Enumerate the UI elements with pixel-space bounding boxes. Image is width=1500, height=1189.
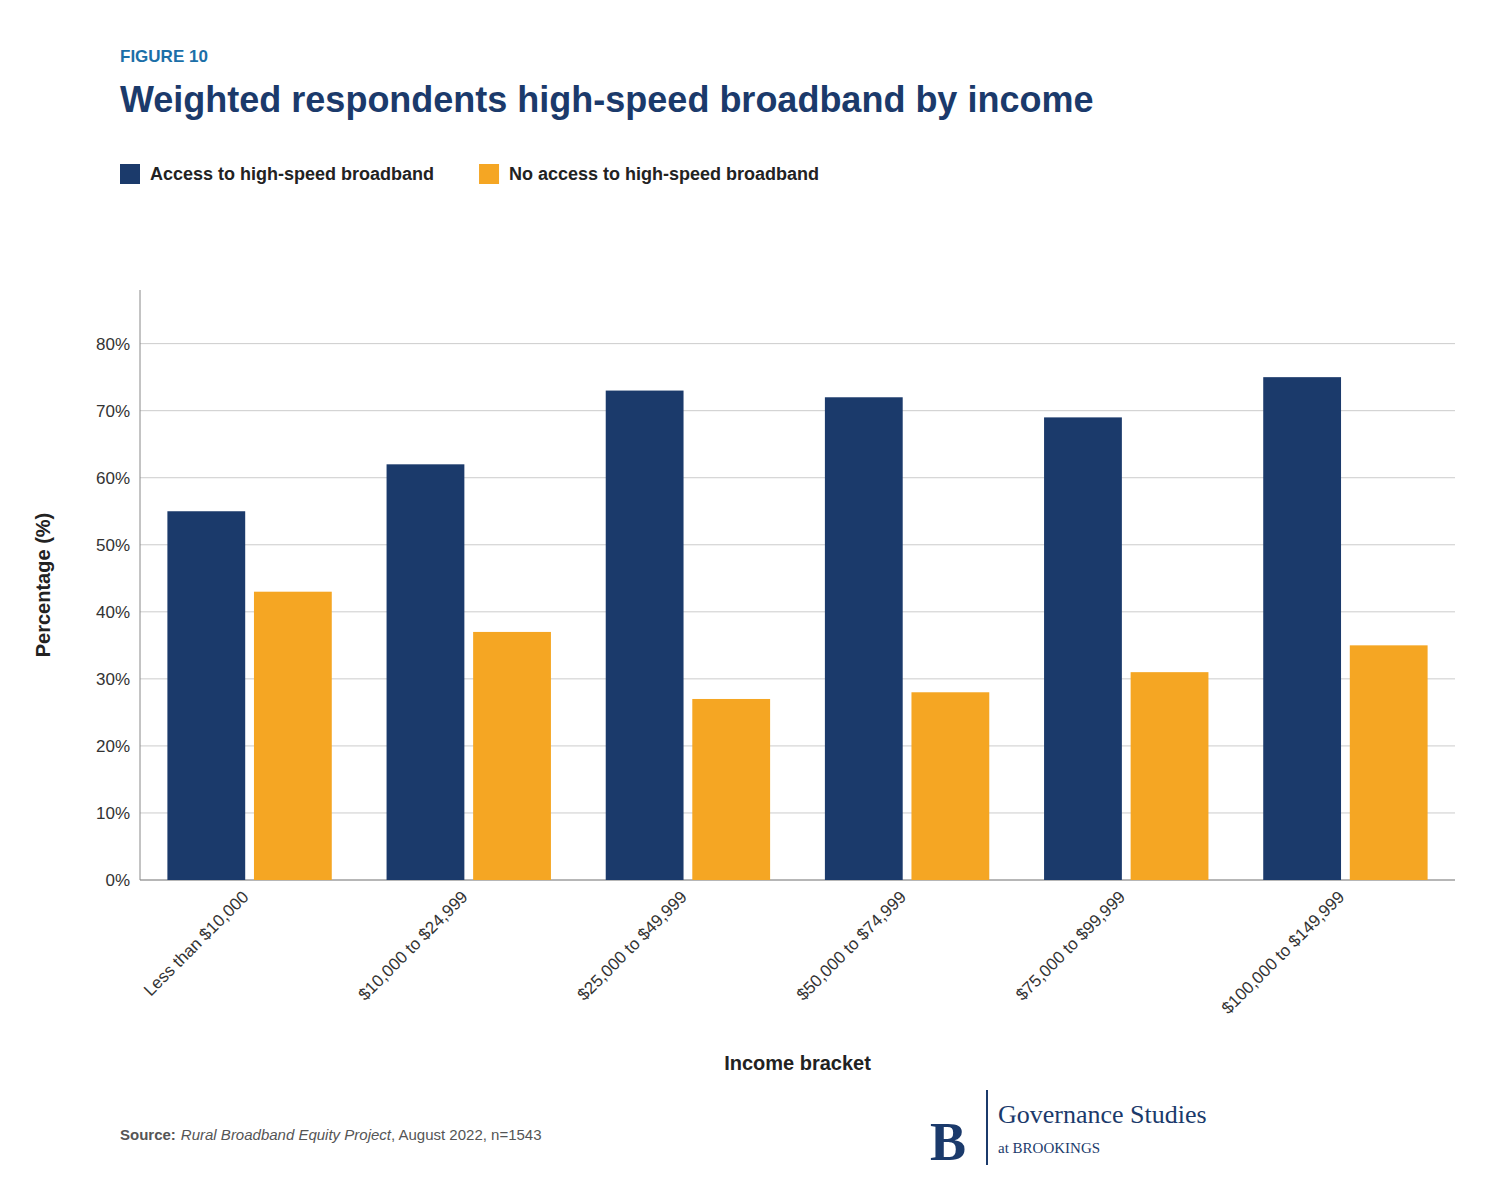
legend: Access to high-speed broadband No access … — [120, 164, 819, 184]
y-tick-label: 30% — [96, 670, 130, 689]
grid-line — [140, 745, 1455, 746]
source-name: Rural Broadband Equity Project — [181, 1126, 392, 1143]
title: Weighted respondents high-speed broadban… — [120, 79, 1093, 120]
grid-line — [140, 410, 1455, 411]
logo-title: Governance Studies — [998, 1100, 1207, 1129]
bar — [387, 464, 465, 880]
bars — [167, 377, 1427, 880]
bar — [254, 592, 332, 880]
bar — [1131, 672, 1209, 880]
logo-letter: B — [930, 1112, 966, 1172]
x-tick-label: $25,000 to $49,999 — [574, 887, 691, 1004]
bar — [473, 632, 551, 880]
source-label: Source: — [120, 1126, 176, 1143]
y-axis-label: Percentage (%) — [32, 513, 54, 658]
y-tick-label: 40% — [96, 603, 130, 622]
grid-line — [140, 678, 1455, 679]
bar — [692, 699, 770, 880]
bar — [825, 397, 903, 880]
legend-swatch — [120, 164, 140, 184]
grid-line — [140, 812, 1455, 813]
logo-separator — [986, 1090, 988, 1165]
y-tick-label: 0% — [105, 871, 130, 890]
y-tick-label: 10% — [96, 804, 130, 823]
chart: FIGURE 10 Weighted respondents high-speed… — [0, 0, 1500, 1189]
bar — [167, 511, 245, 880]
y-tick-label: 60% — [96, 469, 130, 488]
y-tick-label: 50% — [96, 536, 130, 555]
grid-line — [140, 611, 1455, 612]
x-tick-label: $10,000 to $24,999 — [355, 887, 472, 1004]
y-tick-label: 70% — [96, 402, 130, 421]
y-grid — [140, 344, 1455, 880]
bar — [1263, 377, 1341, 880]
grid-line — [140, 880, 1455, 881]
y-tick-label: 80% — [96, 335, 130, 354]
x-tick-label: $100,000 to $149,999 — [1218, 887, 1348, 1017]
source-detail: , August 2022, n=1543 — [391, 1126, 542, 1143]
legend-label: No access to high-speed broadband — [509, 164, 819, 184]
bar — [911, 692, 989, 880]
grid-line — [140, 477, 1455, 478]
x-axis-label: Income bracket — [724, 1052, 871, 1074]
x-axis-line — [140, 880, 1455, 881]
background — [0, 0, 1500, 1189]
x-tick-label: Less than $10,000 — [140, 887, 252, 999]
bar — [1044, 417, 1122, 880]
grid-line — [140, 544, 1455, 545]
legend-label: Access to high-speed broadband — [150, 164, 434, 184]
grid-line — [140, 343, 1455, 344]
logo-subtitle: at BROOKINGS — [998, 1140, 1100, 1156]
x-tick-label: $75,000 to $99,999 — [1012, 887, 1129, 1004]
bar — [1350, 645, 1428, 880]
bar — [606, 391, 684, 880]
figure-label: FIGURE 10 — [120, 47, 208, 66]
y-tick-label: 20% — [96, 737, 130, 756]
y-axis-line — [140, 290, 141, 880]
legend-swatch — [479, 164, 499, 184]
x-tick-label: $50,000 to $74,999 — [793, 887, 910, 1004]
